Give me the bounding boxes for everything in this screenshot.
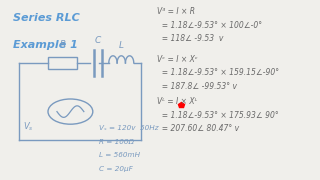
Text: = 1.18∠-9.53° × 175.93∠ 90°: = 1.18∠-9.53° × 175.93∠ 90°	[157, 111, 278, 120]
Text: = 187.8∠ -99.53° v: = 187.8∠ -99.53° v	[157, 82, 237, 91]
Text: Series RLC: Series RLC	[13, 13, 80, 23]
Text: = 207.60∠ 80.47° v: = 207.60∠ 80.47° v	[157, 124, 239, 133]
Text: = 1.18∠-9.53° × 159.15∠-90°: = 1.18∠-9.53° × 159.15∠-90°	[157, 68, 279, 77]
Text: Vᴸ = I × Xᴸ: Vᴸ = I × Xᴸ	[157, 97, 197, 106]
Text: Vₛ = 120v  50Hz: Vₛ = 120v 50Hz	[99, 125, 159, 131]
Text: R: R	[59, 40, 66, 50]
Text: L: L	[119, 41, 124, 50]
Text: $V_s$: $V_s$	[23, 121, 34, 133]
Text: = 118∠ -9.53  v: = 118∠ -9.53 v	[157, 34, 223, 43]
Text: L = 560mH: L = 560mH	[99, 152, 140, 158]
Text: = 1.18∠-9.53° × 100∠-0°: = 1.18∠-9.53° × 100∠-0°	[157, 21, 262, 30]
Text: Example 1: Example 1	[13, 40, 78, 50]
Text: C = 20μF: C = 20μF	[99, 166, 133, 172]
Text: C: C	[95, 36, 101, 45]
Text: R = 100Ω: R = 100Ω	[99, 139, 134, 145]
Text: Vᶜ = I × Xᶜ: Vᶜ = I × Xᶜ	[157, 55, 197, 64]
Text: Vᴲ = I × R: Vᴲ = I × R	[157, 7, 195, 16]
